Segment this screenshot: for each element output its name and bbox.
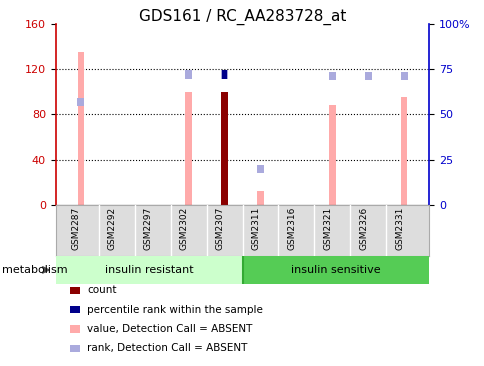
Bar	[77, 98, 84, 106]
Text: GSM2326: GSM2326	[359, 207, 367, 250]
Bar	[328, 72, 335, 81]
Text: percentile rank within the sample: percentile rank within the sample	[87, 305, 263, 315]
Text: GSM2307: GSM2307	[215, 207, 224, 250]
Bar	[221, 70, 227, 79]
Bar	[400, 72, 407, 81]
Text: GSM2287: GSM2287	[72, 207, 81, 250]
Text: count: count	[87, 285, 117, 295]
Bar	[77, 52, 84, 205]
Bar	[185, 70, 192, 79]
Text: GSM2316: GSM2316	[287, 207, 296, 250]
Bar	[185, 92, 192, 205]
Bar	[328, 105, 335, 205]
Bar	[257, 191, 263, 205]
Text: GSM2311: GSM2311	[251, 207, 260, 250]
Bar	[221, 92, 227, 205]
Bar	[400, 97, 407, 205]
Text: GSM2321: GSM2321	[323, 207, 332, 250]
Text: value, Detection Call = ABSENT: value, Detection Call = ABSENT	[87, 324, 252, 334]
Text: GSM2331: GSM2331	[394, 207, 403, 250]
Text: GSM2297: GSM2297	[143, 207, 152, 250]
Bar	[257, 165, 263, 173]
Text: metabolism: metabolism	[2, 265, 68, 275]
Text: insulin sensitive: insulin sensitive	[290, 265, 380, 275]
Bar	[221, 70, 227, 79]
Text: GSM2292: GSM2292	[107, 207, 117, 250]
Bar	[364, 72, 371, 81]
Bar	[221, 92, 227, 205]
Text: GSM2302: GSM2302	[179, 207, 188, 250]
Text: rank, Detection Call = ABSENT: rank, Detection Call = ABSENT	[87, 343, 247, 354]
Text: GDS161 / RC_AA283728_at: GDS161 / RC_AA283728_at	[138, 9, 346, 25]
Text: insulin resistant: insulin resistant	[105, 265, 193, 275]
Bar	[242, 256, 428, 284]
Bar	[56, 256, 242, 284]
